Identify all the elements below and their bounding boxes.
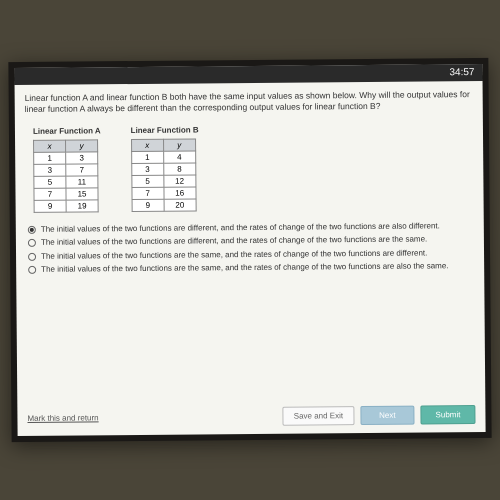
table-a: xy 13 37 511 715 919 — [33, 139, 99, 213]
tables-container: Linear Function A xy 13 37 511 715 919 L… — [15, 119, 484, 217]
radio-icon[interactable] — [28, 266, 36, 274]
question-line1: Linear function A and linear function B … — [25, 89, 470, 103]
mark-return-link[interactable]: Mark this and return — [27, 412, 276, 423]
table-row: 37 — [34, 164, 98, 177]
option-text: The initial values of the two functions … — [41, 262, 448, 276]
table-b-col-x: x — [131, 139, 163, 151]
table-a-col-x: x — [34, 140, 66, 152]
option-2[interactable]: The initial values of the two functions … — [28, 248, 472, 262]
photo-frame: 34:57 Linear function A and linear funct… — [8, 58, 491, 442]
table-a-title: Linear Function A — [33, 126, 101, 136]
table-row: 920 — [132, 199, 196, 212]
timer-text: 34:57 — [449, 67, 474, 78]
table-row: 13 — [34, 152, 98, 165]
radio-icon[interactable] — [28, 239, 36, 247]
quiz-screen: 34:57 Linear function A and linear funct… — [14, 64, 485, 436]
option-1[interactable]: The initial values of the two functions … — [28, 235, 472, 249]
table-a-block: Linear Function A xy 13 37 511 715 919 — [33, 126, 101, 213]
radio-icon[interactable] — [28, 253, 36, 261]
option-0[interactable]: The initial values of the two functions … — [28, 221, 472, 235]
answer-options: The initial values of the two functions … — [16, 213, 485, 287]
footer-bar: Mark this and return Save and Exit Next … — [17, 405, 485, 428]
submit-button[interactable]: Submit — [420, 405, 475, 424]
option-text: The initial values of the two functions … — [41, 221, 440, 235]
table-a-col-y: y — [66, 140, 98, 152]
table-b: xy 14 38 512 716 920 — [131, 139, 197, 213]
table-b-col-y: y — [163, 139, 195, 151]
table-b-title: Linear Function B — [131, 126, 199, 136]
table-b-block: Linear Function B xy 14 38 512 716 920 — [131, 126, 200, 213]
option-text: The initial values of the two functions … — [41, 235, 427, 249]
question-line2: linear function A always be different th… — [25, 101, 381, 114]
question-text: Linear function A and linear function B … — [15, 81, 483, 123]
table-row: 511 — [34, 176, 98, 189]
option-text: The initial values of the two functions … — [41, 248, 427, 262]
option-3[interactable]: The initial values of the two functions … — [28, 261, 472, 275]
save-exit-button[interactable]: Save and Exit — [283, 406, 355, 426]
table-row: 716 — [132, 187, 196, 200]
table-row: 715 — [34, 188, 98, 201]
radio-icon[interactable] — [28, 226, 36, 234]
table-row: 38 — [131, 163, 195, 176]
table-row: 512 — [132, 175, 196, 188]
next-button[interactable]: Next — [360, 406, 415, 425]
table-row: 919 — [34, 200, 98, 213]
table-row: 14 — [131, 151, 195, 164]
